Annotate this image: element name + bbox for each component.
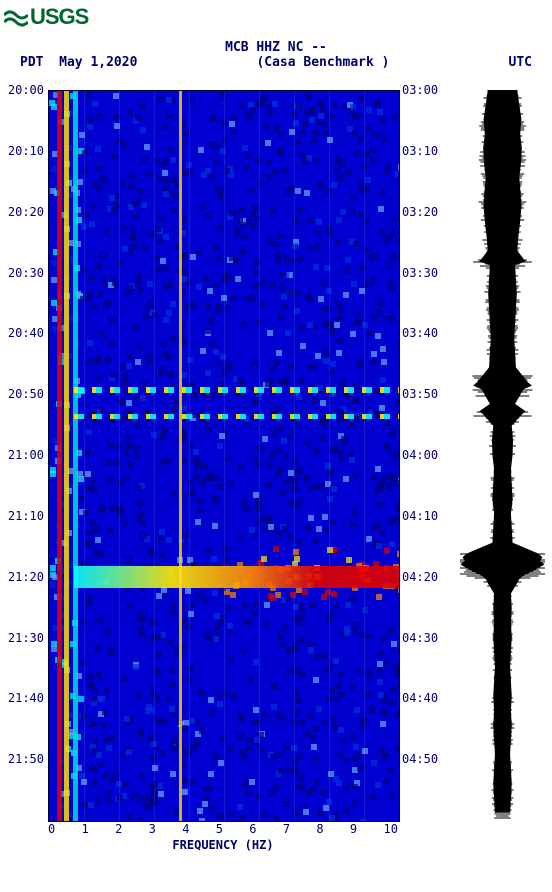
ytick: 03:40: [402, 326, 446, 340]
usgs-logo: USGS: [4, 4, 88, 30]
ytick: 03:50: [402, 387, 446, 401]
ytick: 03:00: [402, 83, 446, 97]
ytick: 03:10: [402, 144, 446, 158]
ytick: 04:30: [402, 631, 446, 645]
ytick: 21:40: [0, 691, 44, 705]
spectrogram-plot: [48, 90, 400, 822]
chart-header: MCB HHZ NC -- PDT May 1,2020 (Casa Bench…: [0, 40, 552, 70]
xtick: 0: [48, 822, 55, 836]
ytick: 20:30: [0, 266, 44, 280]
xtick: 3: [149, 822, 156, 836]
ytick: 04:20: [402, 570, 446, 584]
x-axis-label: FREQUENCY (HZ): [48, 838, 398, 852]
ytick: 20:00: [0, 83, 44, 97]
xtick: 5: [216, 822, 223, 836]
usgs-wave-icon: [4, 7, 28, 27]
station-code: MCB HHZ NC --: [0, 40, 552, 55]
xtick: 7: [283, 822, 290, 836]
ytick: 21:00: [0, 448, 44, 462]
ytick: 03:20: [402, 205, 446, 219]
xtick: 1: [82, 822, 89, 836]
ytick: 04:00: [402, 448, 446, 462]
ytick: 21:30: [0, 631, 44, 645]
ytick: 21:50: [0, 752, 44, 766]
xtick: 9: [350, 822, 357, 836]
ytick: 04:40: [402, 691, 446, 705]
xtick: 2: [115, 822, 122, 836]
xtick: 8: [316, 822, 323, 836]
logo-text: USGS: [30, 4, 88, 30]
ytick: 20:40: [0, 326, 44, 340]
ytick: 21:10: [0, 509, 44, 523]
waveform-trace: [460, 90, 545, 820]
date-label: May 1,2020: [59, 55, 137, 70]
ytick: 20:20: [0, 205, 44, 219]
ytick: 20:50: [0, 387, 44, 401]
ytick: 04:50: [402, 752, 446, 766]
station-name: (Casa Benchmark ): [256, 55, 389, 70]
ytick: 04:10: [402, 509, 446, 523]
xtick: 10: [383, 822, 397, 836]
ytick: 03:30: [402, 266, 446, 280]
x-axis: 0 1 2 3 4 5 6 7 8 9 10: [48, 820, 398, 836]
ytick: 21:20: [0, 570, 44, 584]
y-axis-right: 03:0003:1003:2003:3003:4003:5004:0004:10…: [402, 90, 446, 820]
xtick: 4: [182, 822, 189, 836]
y-axis-left: 20:0020:1020:2020:3020:4020:5021:0021:10…: [0, 90, 44, 820]
xtick: 6: [249, 822, 256, 836]
tz-right: UTC: [509, 55, 532, 70]
ytick: 20:10: [0, 144, 44, 158]
tz-left: PDT: [20, 55, 43, 70]
